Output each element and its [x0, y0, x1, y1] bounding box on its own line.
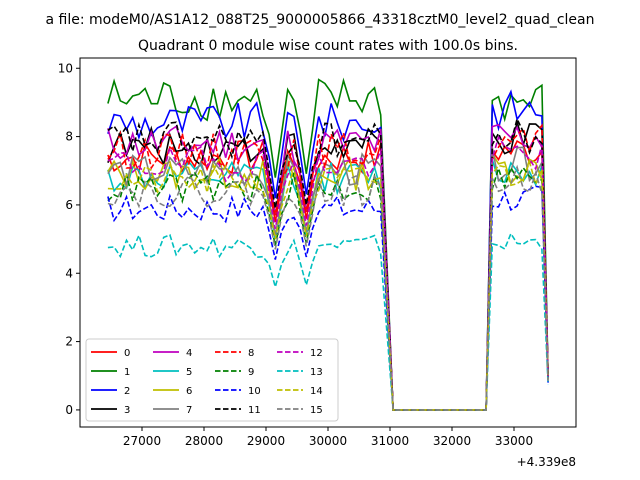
series-layer [107, 77, 549, 411]
legend-label-8: 8 [248, 348, 254, 359]
x-tick-label: 27000 [123, 434, 161, 448]
x-axis: 27000 28000 29000 30000 31000 32000 33000 [123, 427, 533, 448]
y-tick-label: 0 [65, 403, 73, 417]
legend-label-4: 4 [186, 348, 192, 359]
x-tick-label: 31000 [371, 434, 409, 448]
legend-label-10: 10 [248, 386, 261, 397]
x-tick-label: 33000 [495, 434, 533, 448]
legend-label-0: 0 [124, 348, 130, 359]
y-tick-label: 2 [65, 335, 73, 349]
legend-label-14: 14 [310, 386, 323, 397]
y-tick-label: 10 [58, 61, 73, 75]
x-tick-label: 28000 [185, 434, 223, 448]
chart-title: Quadrant 0 module wise count rates with … [138, 38, 518, 54]
legend-label-1: 1 [124, 367, 130, 378]
legend-label-2: 2 [124, 386, 130, 397]
y-tick-label: 4 [65, 266, 73, 280]
series-line-15 [107, 164, 549, 411]
x-tick-label: 32000 [433, 434, 471, 448]
y-tick-label: 8 [65, 130, 73, 144]
x-tick-label: 29000 [247, 434, 285, 448]
y-tick-label: 6 [65, 198, 73, 212]
legend-label-15: 15 [310, 405, 323, 416]
series-line-14 [107, 159, 549, 411]
y-axis: 0 2 4 6 8 10 [58, 61, 80, 417]
legend-label-6: 6 [186, 386, 192, 397]
legend-label-5: 5 [186, 367, 192, 378]
chart-suptitle: a file: modeM0/AS1A12_088T25_9000005866_… [46, 12, 595, 28]
plot-frame [79, 57, 577, 428]
legend-label-12: 12 [310, 348, 323, 359]
legend-label-13: 13 [310, 367, 323, 378]
x-offset-label: +4.339e8 [517, 455, 576, 469]
legend-label-11: 11 [248, 405, 261, 416]
x-tick-label: 30000 [309, 434, 347, 448]
legend-box [85, 338, 339, 422]
legend-label-7: 7 [186, 405, 192, 416]
legend-label-3: 3 [124, 405, 130, 416]
legend-label-9: 9 [248, 367, 254, 378]
